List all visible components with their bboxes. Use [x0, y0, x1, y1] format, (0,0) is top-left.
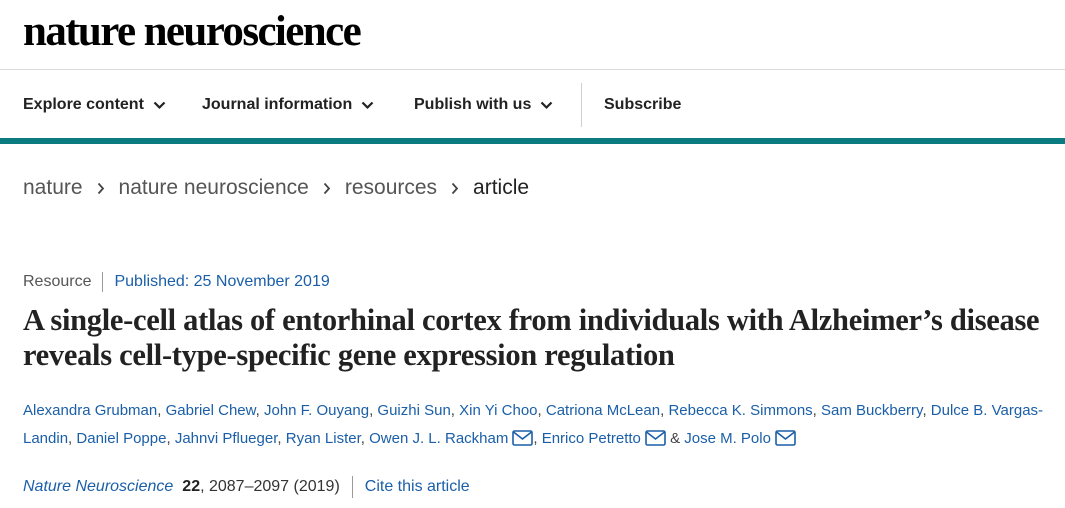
nav-divider — [581, 83, 582, 127]
author-separator: , — [537, 402, 546, 419]
author-separator: , — [166, 430, 175, 447]
author-separator: , — [255, 402, 264, 419]
author-link[interactable]: Owen J. L. Rackham — [369, 430, 509, 447]
nav-journal-information[interactable]: Journal information — [202, 71, 374, 139]
author-link[interactable]: Jose M. Polo — [684, 430, 771, 447]
masthead: nature neuroscience — [0, 0, 1065, 70]
author-separator: , — [660, 402, 669, 419]
author-list: Alexandra Grubman, Gabriel Chew, John F.… — [23, 397, 1048, 456]
citation-divider — [351, 476, 353, 498]
volume-number: 22 — [182, 478, 201, 495]
author-link[interactable]: Gabriel Chew — [165, 402, 256, 419]
article-type: Resource — [23, 273, 92, 290]
chevron-right-icon — [97, 182, 105, 195]
author-separator: , — [68, 430, 77, 447]
author-separator: , — [533, 430, 542, 447]
author-separator: , — [369, 402, 378, 419]
author-separator: , — [922, 402, 931, 419]
citation-line: Nature Neuroscience 22 , 2087–2097 (2019… — [23, 476, 470, 498]
nav-item-label: Publish with us — [414, 96, 532, 113]
author-separator: , — [812, 402, 822, 419]
chevron-right-icon — [323, 182, 331, 195]
author-link[interactable]: Dulce B. Vargas-Landin — [23, 402, 1044, 447]
author-separator: & — [665, 430, 685, 447]
site-logo[interactable]: nature neuroscience — [23, 8, 362, 55]
author-link[interactable]: Alexandra Grubman — [23, 402, 158, 419]
article-title: A single-cell atlas of entorhinal cortex… — [23, 303, 1040, 372]
mail-icon[interactable] — [775, 428, 796, 456]
mail-icon[interactable] — [645, 428, 666, 456]
chevron-down-icon — [153, 101, 166, 110]
author-link[interactable]: Rebecca K. Simmons — [668, 402, 813, 419]
author-link[interactable]: Jahnvi Pflueger — [174, 430, 278, 447]
mail-icon[interactable] — [512, 428, 534, 456]
author-link[interactable]: Guizhi Sun — [377, 402, 451, 419]
breadcrumb-resources[interactable]: resources — [344, 176, 438, 199]
author-link[interactable]: Catriona McLean — [545, 402, 661, 419]
published-date: Published: 25 November 2019 — [114, 273, 330, 290]
author-link[interactable]: Ryan Lister — [285, 430, 361, 447]
nav-item-label: Journal information — [202, 96, 353, 113]
breadcrumb-article: article — [473, 176, 530, 199]
breadcrumb-nature[interactable]: nature — [23, 176, 83, 199]
subscribe-link[interactable]: Subscribe — [604, 96, 682, 113]
meta-divider — [102, 272, 104, 292]
nav-item-label: Explore content — [23, 96, 144, 113]
breadcrumb-nature-neuroscience[interactable]: nature neuroscience — [118, 176, 309, 199]
pages-year: , 2087–2097 (2019) — [200, 478, 340, 495]
journal-name[interactable]: Nature Neuroscience — [23, 478, 174, 495]
chevron-down-icon — [540, 101, 553, 110]
author-link[interactable]: Daniel Poppe — [76, 430, 167, 447]
chevron-down-icon — [361, 101, 374, 110]
chevron-right-icon — [451, 182, 459, 195]
author-separator: , — [360, 430, 370, 447]
author-link[interactable]: Enrico Petretto — [541, 430, 641, 447]
cite-this-article-link[interactable]: Cite this article — [364, 478, 470, 495]
nav-publish-with-us[interactable]: Publish with us — [414, 71, 553, 139]
author-separator: , — [157, 402, 166, 419]
author-link[interactable]: Xin Yi Choo — [459, 402, 538, 419]
author-separator: , — [450, 402, 460, 419]
breadcrumb: nature nature neuroscience resources art… — [23, 174, 529, 202]
nav-teal-rule — [0, 138, 1065, 144]
article-meta: Resource Published: 25 November 2019 — [23, 271, 330, 293]
author-separator: , — [277, 430, 286, 447]
author-link[interactable]: John F. Ouyang — [263, 402, 370, 419]
nav-explore-content[interactable]: Explore content — [23, 71, 166, 139]
main-nav: Explore content Journal information Publ… — [0, 71, 1065, 139]
author-link[interactable]: Sam Buckberry — [821, 402, 923, 419]
